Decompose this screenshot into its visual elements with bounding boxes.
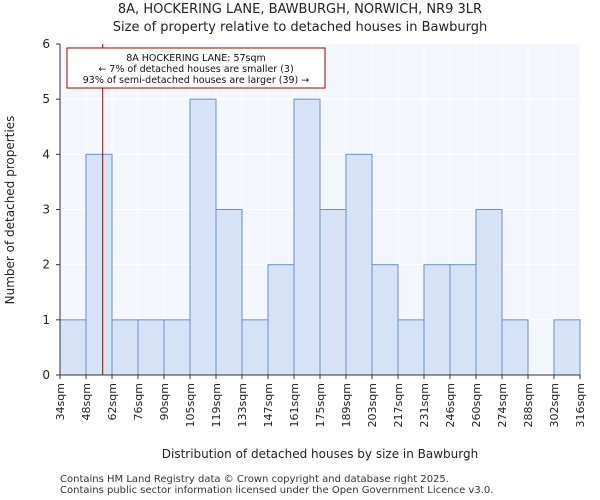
x-tick-label-119sqm: 119sqm [210,383,223,427]
x-tick-labels: 34sqm 48sqm 62sqm 76sqm 90sqm 105sqm 119sqm 133… [54,375,587,427]
chart-subtitle: Size of property relative to detached ho… [112,20,488,35]
y-tick-label-2: 2 [42,258,50,272]
y-tick-label-3: 3 [42,203,50,217]
x-tick-label-34sqm: 34sqm [54,383,67,420]
x-tick-label-217sqm: 217sqm [392,383,405,427]
x-tick-label-76sqm: 76sqm [132,383,145,420]
y-tick-label-4: 4 [42,147,50,161]
bar-260sqm [475,209,503,376]
y-axis-label: Number of detached properties [3,116,17,305]
bar-34sqm [59,319,87,376]
annotation-frame [66,47,326,89]
bar-231sqm [423,264,451,376]
bar-147sqm [267,264,295,376]
bar-90sqm [163,319,191,376]
x-tick-label-62sqm: 62sqm [106,383,119,420]
bar-203sqm [371,264,399,376]
chart-title: 8A, HOCKERING LANE, BAWBURGH, NORWICH, N… [117,2,483,17]
x-tick-label-175sqm: 175sqm [314,383,327,427]
bar-76sqm [137,319,165,376]
bar-62sqm [111,319,139,376]
bar-274sqm [501,319,529,376]
bar-302sqm [553,319,581,376]
annotation-line-3: 93% of semi-detached houses are larger (… [83,75,310,86]
x-tick-label-189sqm: 189sqm [340,383,353,427]
bar-105sqm [189,98,217,376]
x-tick-label-161sqm: 161sqm [288,383,301,427]
bar-189sqm [345,153,373,376]
x-tick-label-105sqm: 105sqm [184,383,197,427]
x-tick-label-288sqm: 288sqm [522,383,535,427]
y-tick-labels: 0 1 2 3 4 5 6 [42,37,60,382]
bar-48sqm [85,153,113,376]
annotation-box: 8A HOCKERING LANE: 57sqm ← 7% of detache… [66,47,326,89]
x-tick-label-147sqm: 147sqm [262,383,275,427]
bar-246sqm [449,264,477,376]
bar-217sqm [397,319,425,376]
x-tick-label-316sqm: 316sqm [574,383,587,427]
annotation-line-2: ← 7% of detached houses are smaller (3) [98,64,293,75]
annotation-line-1: 8A HOCKERING LANE: 57sqm [126,53,266,64]
bar-133sqm [241,319,269,376]
x-tick-label-260sqm: 260sqm [470,383,483,427]
y-tick-label-1: 1 [42,313,50,327]
x-tick-label-274sqm: 274sqm [496,383,509,427]
bar-175sqm [319,209,347,376]
bar-161sqm [293,98,321,376]
x-axis-label: Distribution of detached houses by size … [162,447,478,461]
x-tick-label-246sqm: 246sqm [444,383,457,427]
x-tick-label-203sqm: 203sqm [366,383,379,427]
x-tick-label-302sqm: 302sqm [548,383,561,427]
y-tick-label-0: 0 [42,368,50,382]
x-tick-label-90sqm: 90sqm [158,383,171,420]
x-tick-label-48sqm: 48sqm [80,383,93,420]
footer-line-1: Contains HM Land Registry data © Crown c… [60,474,449,485]
x-tick-label-231sqm: 231sqm [418,383,431,427]
bar-119sqm [215,209,243,376]
footer-line-2: Contains public sector information licen… [60,485,494,496]
x-tick-label-133sqm: 133sqm [236,383,249,427]
y-tick-label-5: 5 [42,92,50,106]
y-tick-label-6: 6 [42,37,50,51]
